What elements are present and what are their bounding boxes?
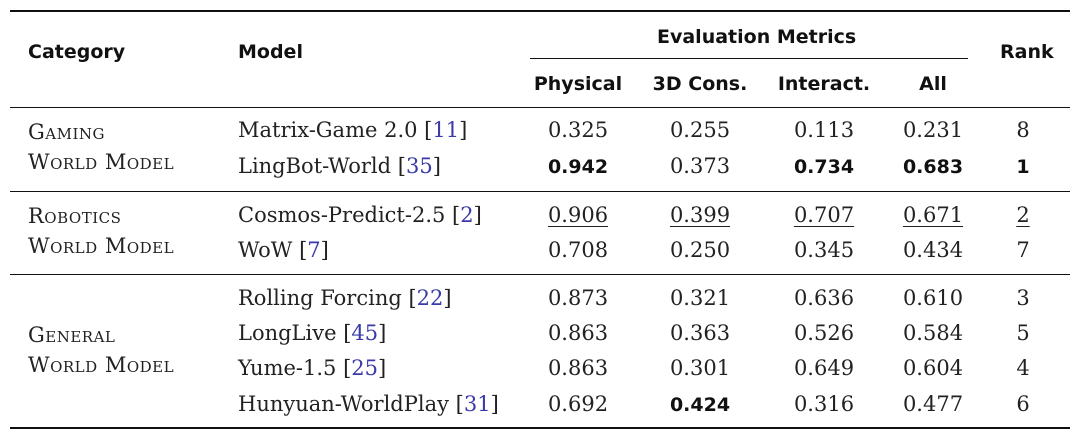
value-rank: 7 (1016, 238, 1030, 262)
value-physical: 0.863 (547, 356, 609, 380)
category-robotics-line2: World Model (28, 234, 175, 258)
value-physical: 0.325 (547, 118, 609, 142)
group-rule-1 (10, 191, 1070, 192)
value-all: 0.610 (902, 286, 964, 310)
value-physical: 0.906 (547, 203, 609, 227)
citation-link[interactable]: 22 (416, 286, 444, 310)
header-rule (10, 107, 1070, 108)
model-name: Cosmos-Predict-2.5 [2] (238, 203, 482, 227)
value-3d-cons: 0.321 (669, 286, 731, 310)
citation-link[interactable]: 45 (351, 321, 379, 345)
value-rank: 2 (1016, 203, 1030, 227)
value-all: 0.683 (902, 156, 964, 178)
value-rank: 5 (1016, 321, 1030, 345)
value-interact: 0.316 (793, 392, 855, 416)
value-physical: 0.692 (547, 392, 609, 416)
top-rule (10, 10, 1070, 12)
model-name: Rolling Forcing [22] (238, 286, 452, 310)
value-rank: 3 (1016, 286, 1030, 310)
value-rank: 1 (1016, 156, 1030, 178)
value-3d-cons: 0.363 (669, 321, 731, 345)
citation-link[interactable]: 35 (405, 154, 433, 178)
header-rank: Rank (1000, 41, 1054, 63)
model-name: LongLive [45] (238, 321, 387, 345)
value-3d-cons: 0.373 (669, 154, 731, 178)
value-interact: 0.707 (793, 203, 855, 227)
value-interact: 0.649 (793, 356, 855, 380)
header-all: All (919, 73, 947, 95)
model-name: Matrix-Game 2.0 [11] (238, 118, 468, 142)
model-name: WoW [7] (238, 238, 329, 262)
category-general-line1: General (28, 323, 116, 347)
value-all: 0.584 (902, 321, 964, 345)
value-3d-cons: 0.250 (669, 238, 731, 262)
header-3d-cons: 3D Cons. (652, 73, 748, 95)
category-general-line2: World Model (28, 353, 175, 377)
header-interact: Interact. (777, 73, 871, 95)
value-all: 0.671 (902, 203, 964, 227)
value-rank: 8 (1016, 118, 1030, 142)
bottom-rule (10, 427, 1070, 429)
value-physical: 0.942 (547, 156, 609, 178)
value-rank: 4 (1016, 356, 1030, 380)
value-physical: 0.873 (547, 286, 609, 310)
value-3d-cons: 0.399 (669, 203, 731, 227)
value-interact: 0.113 (793, 118, 855, 142)
model-name: LingBot-World [35] (238, 154, 441, 178)
value-physical: 0.863 (547, 321, 609, 345)
value-all: 0.604 (902, 356, 964, 380)
value-interact: 0.636 (793, 286, 855, 310)
value-interact: 0.526 (793, 321, 855, 345)
citation-link[interactable]: 2 (460, 203, 474, 227)
header-category: Category (28, 41, 126, 63)
category-gaming-line1: Gaming (28, 120, 105, 144)
metrics-group-rule (530, 58, 968, 59)
value-3d-cons: 0.301 (669, 356, 731, 380)
model-name: Hunyuan-WorldPlay [31] (238, 392, 499, 416)
value-3d-cons: 0.424 (669, 394, 731, 416)
citation-link[interactable]: 31 (463, 392, 491, 416)
header-physical: Physical (533, 73, 623, 95)
value-3d-cons: 0.255 (669, 118, 731, 142)
model-name: Yume-1.5 [25] (238, 356, 387, 380)
citation-link[interactable]: 11 (432, 118, 460, 142)
citation-link[interactable]: 25 (351, 356, 379, 380)
value-all: 0.434 (902, 238, 964, 262)
header-metrics-group: Evaluation Metrics (657, 26, 857, 48)
category-robotics-line1: Robotics (28, 204, 122, 228)
header-model: Model (238, 41, 303, 63)
group-rule-2 (10, 274, 1070, 275)
value-all: 0.477 (902, 392, 964, 416)
value-all: 0.231 (902, 118, 964, 142)
category-gaming-line2: World Model (28, 150, 175, 174)
value-interact: 0.734 (793, 156, 855, 178)
value-physical: 0.708 (547, 238, 609, 262)
citation-link[interactable]: 7 (307, 238, 321, 262)
value-rank: 6 (1016, 392, 1030, 416)
value-interact: 0.345 (793, 238, 855, 262)
